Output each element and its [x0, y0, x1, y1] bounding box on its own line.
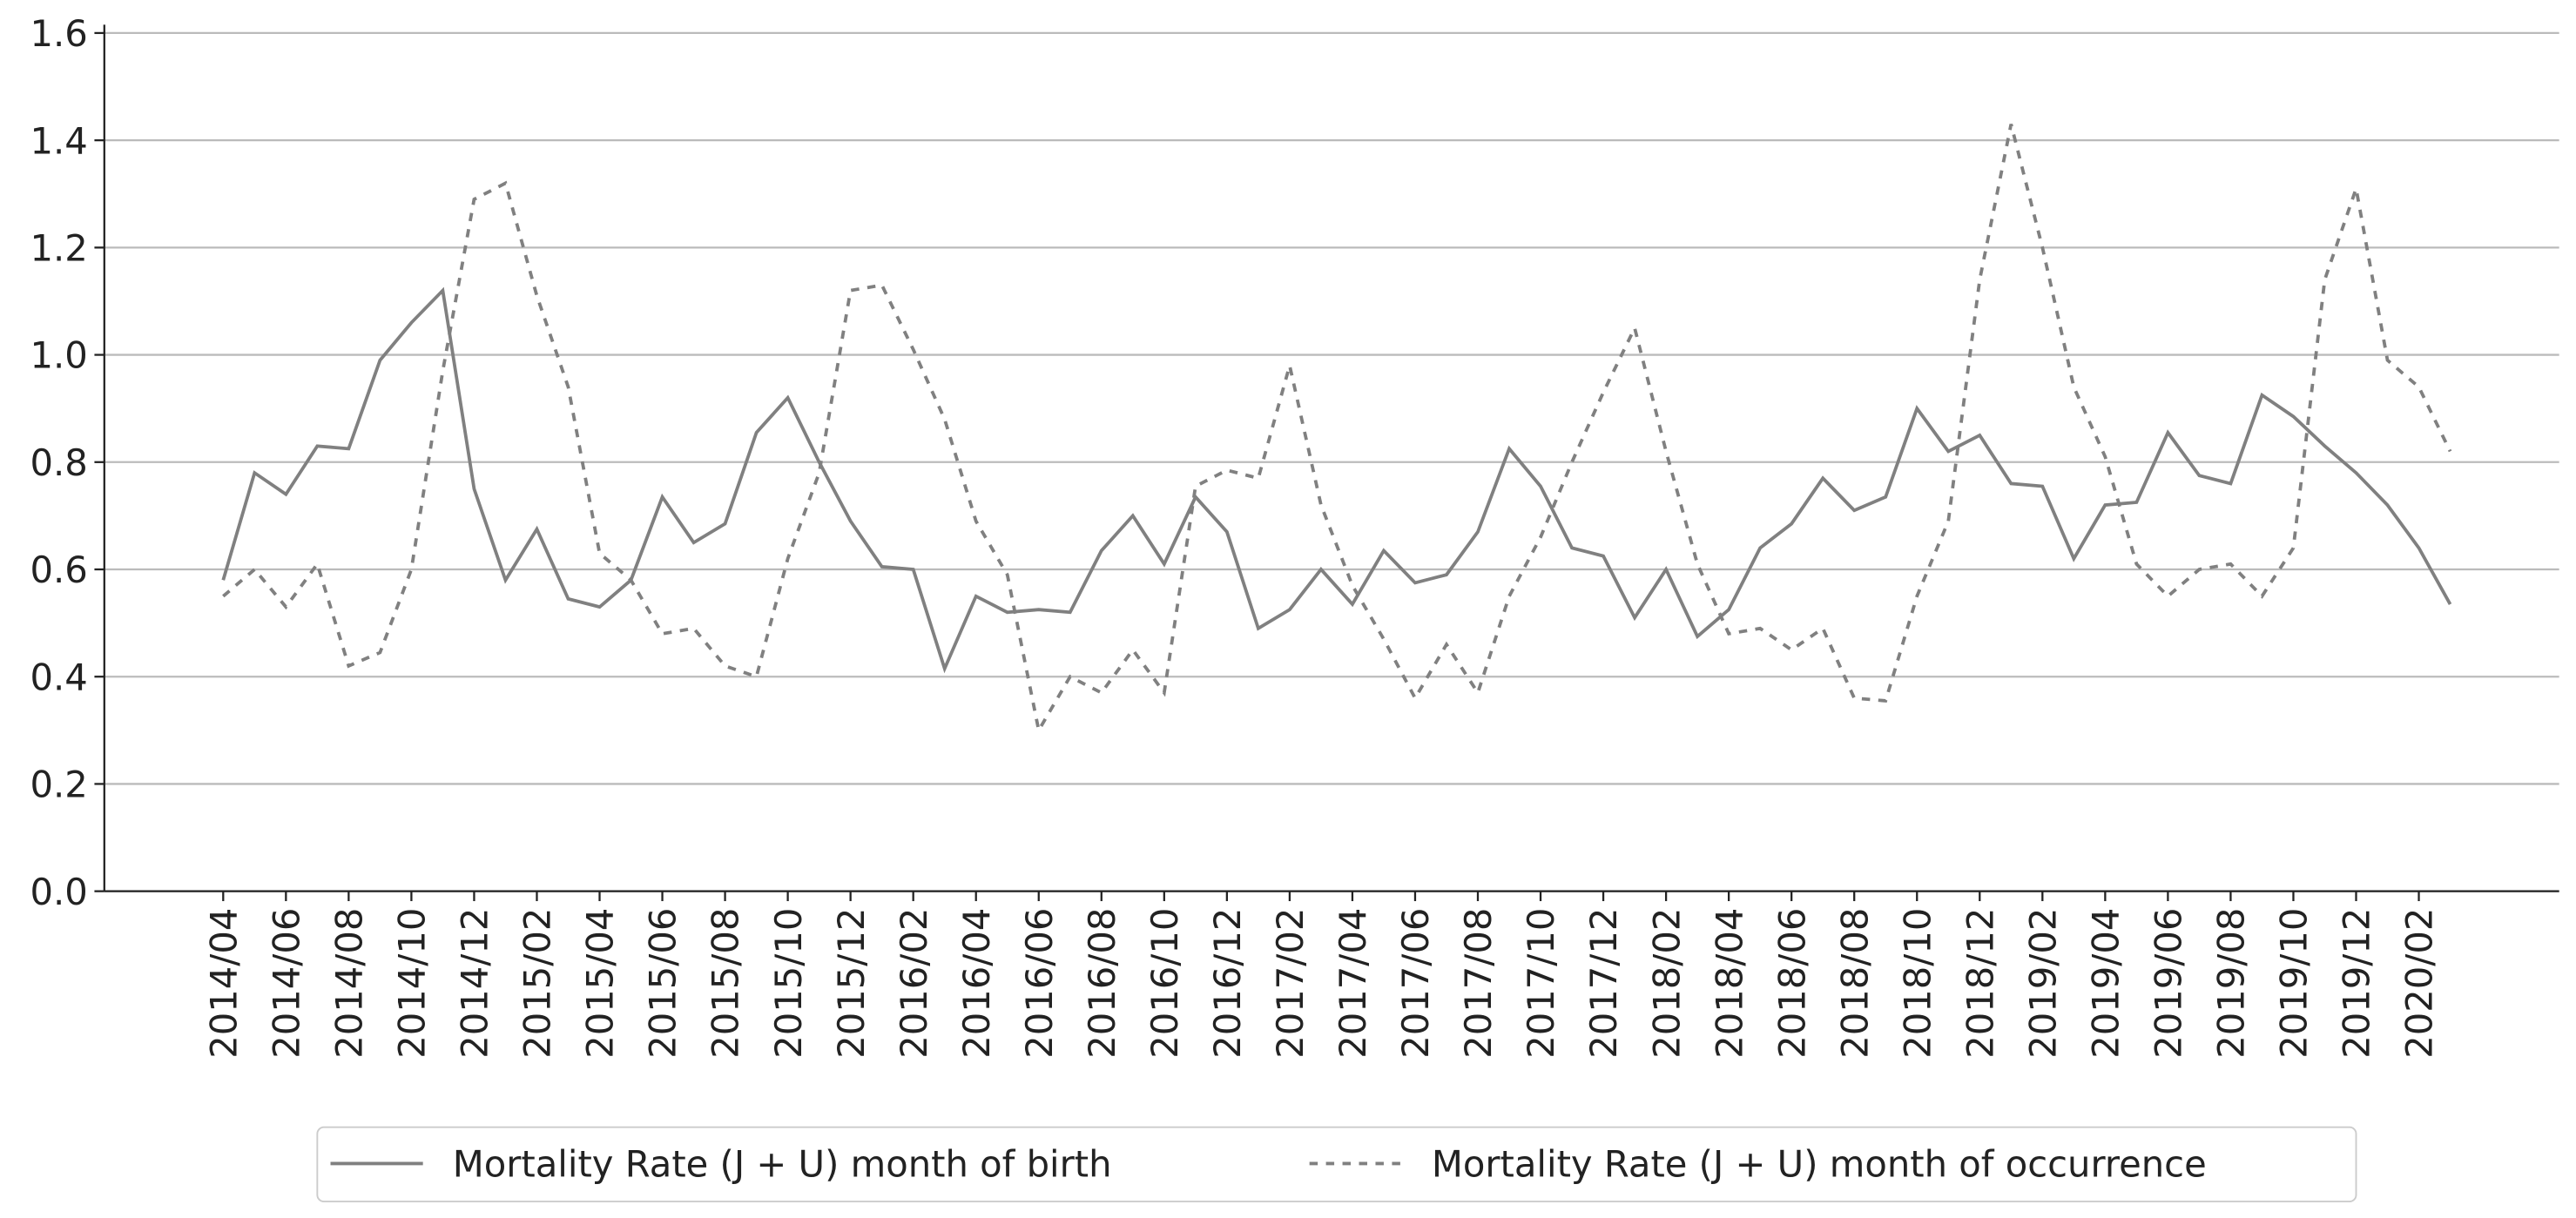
x-tick-label: 2014/04 [202, 908, 245, 1059]
x-tick-label: 2017/08 [1457, 908, 1500, 1059]
x-tick-label: 2017/04 [1332, 908, 1374, 1059]
legend: Mortality Rate (J + U) month of birth Mor… [316, 1126, 2357, 1202]
y-tick-label: 1.2 [30, 227, 88, 270]
x-tick-label: 2019/02 [2021, 908, 2064, 1059]
y-tick-label: 1.4 [30, 119, 88, 162]
x-tick-label: 2018/04 [1708, 908, 1750, 1059]
x-tick-label: 2017/12 [1582, 908, 1625, 1059]
x-tick-label: 2018/06 [1770, 908, 1813, 1059]
x-tick-label: 2018/08 [1833, 908, 1876, 1059]
y-tick-label: 0.4 [30, 656, 88, 698]
x-tick-label: 2017/02 [1269, 908, 1312, 1059]
series-line [221, 286, 2452, 674]
x-tick-label: 2016/10 [1143, 908, 1186, 1059]
y-tick-label: 1.0 [30, 334, 88, 377]
x-tick-label: 2019/06 [2148, 908, 2190, 1059]
series-line [222, 124, 2452, 736]
x-tick-label: 2017/10 [1520, 908, 1562, 1059]
x-tick-label: 2016/06 [1018, 908, 1061, 1059]
y-tick-label: 0.8 [30, 441, 88, 484]
legend-box [316, 1126, 2357, 1202]
x-tick-label: 2015/06 [642, 908, 684, 1059]
legend-label: Mortality Rate (J + U) month of birth [453, 1143, 1112, 1186]
x-tick-label: 2015/10 [767, 908, 810, 1059]
x-tick-label: 2016/04 [955, 908, 998, 1059]
x-tick-label: 2017/06 [1394, 908, 1437, 1059]
x-tick-label: 2015/02 [516, 908, 559, 1059]
x-tick-label: 2014/06 [265, 908, 307, 1059]
x-tick-label: 2019/10 [2273, 908, 2316, 1059]
legend-label: Mortality Rate (J + U) month of occurren… [1432, 1143, 2207, 1186]
x-tick-label: 2016/08 [1081, 908, 1123, 1059]
x-tick-label: 2014/12 [454, 908, 496, 1059]
y-tick-label: 1.6 [30, 12, 88, 55]
x-tick-label: 2014/08 [328, 908, 371, 1059]
x-tick-label: 2018/12 [1959, 908, 2001, 1059]
x-tick-label: 2016/12 [1206, 908, 1249, 1059]
x-tick-label: 2018/02 [1645, 908, 1688, 1059]
y-tick-label: 0.0 [30, 871, 88, 913]
x-tick-label: 2019/12 [2336, 908, 2378, 1059]
x-tick-label: 2015/08 [705, 908, 747, 1059]
x-tick-label: 2015/04 [579, 908, 622, 1059]
x-tick-label: 2015/12 [830, 908, 873, 1059]
x-tick-label: 2019/04 [2085, 908, 2128, 1059]
x-tick-label: 2018/10 [1896, 908, 1939, 1059]
x-tick-label: 2019/08 [2210, 908, 2253, 1059]
y-tick-label: 0.2 [30, 764, 88, 806]
x-tick-label: 2020/02 [2398, 908, 2441, 1059]
x-tick-label: 2016/02 [893, 908, 935, 1059]
x-tick-label: 2014/10 [391, 908, 434, 1059]
y-tick-label: 0.6 [30, 548, 88, 591]
